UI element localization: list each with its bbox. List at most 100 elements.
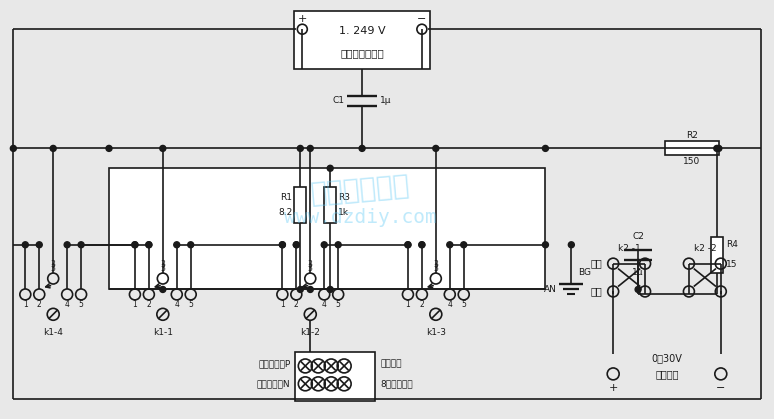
Circle shape <box>146 242 152 248</box>
Text: k2 -2: k2 -2 <box>694 244 716 253</box>
Text: 2: 2 <box>294 300 299 309</box>
Text: 外接数字万用表: 外接数字万用表 <box>341 48 384 58</box>
Text: 5: 5 <box>79 300 84 309</box>
Circle shape <box>405 242 411 248</box>
Text: 正电压输出P: 正电压输出P <box>258 360 290 368</box>
Circle shape <box>132 242 138 248</box>
Text: 150: 150 <box>683 157 700 166</box>
Text: 1: 1 <box>132 300 137 309</box>
Text: k1-2: k1-2 <box>300 328 320 337</box>
Text: 1: 1 <box>23 300 28 309</box>
Circle shape <box>327 287 333 292</box>
Circle shape <box>293 242 300 248</box>
Text: 15: 15 <box>726 260 738 269</box>
Text: +: + <box>298 14 307 24</box>
Text: 8.2: 8.2 <box>278 209 293 217</box>
Circle shape <box>279 242 286 248</box>
Circle shape <box>297 287 303 292</box>
Circle shape <box>335 242 341 248</box>
Text: k1-3: k1-3 <box>426 328 446 337</box>
Circle shape <box>327 165 333 171</box>
Text: 反接: 反接 <box>591 259 603 269</box>
Circle shape <box>405 242 411 248</box>
Text: R2: R2 <box>686 131 698 140</box>
Text: 5: 5 <box>188 300 194 309</box>
Circle shape <box>78 242 84 248</box>
Text: 稳压电源: 稳压电源 <box>656 369 679 379</box>
Text: 4: 4 <box>65 300 70 309</box>
Text: k2 -1: k2 -1 <box>618 244 641 253</box>
Circle shape <box>543 145 549 151</box>
Text: 2: 2 <box>420 300 424 309</box>
Text: R4: R4 <box>726 240 738 249</box>
Circle shape <box>568 242 574 248</box>
Text: R3: R3 <box>338 193 350 202</box>
Text: k1-4: k1-4 <box>43 328 63 337</box>
Circle shape <box>159 145 166 151</box>
Bar <box>324 187 336 223</box>
Circle shape <box>321 242 327 248</box>
Circle shape <box>635 287 641 292</box>
Circle shape <box>279 242 286 248</box>
Circle shape <box>188 242 194 248</box>
Circle shape <box>174 242 180 248</box>
Circle shape <box>106 145 112 151</box>
Text: 正接: 正接 <box>591 287 603 297</box>
Bar <box>294 187 307 223</box>
Text: 1: 1 <box>280 300 285 309</box>
Bar <box>665 142 719 155</box>
Circle shape <box>22 242 29 248</box>
Circle shape <box>419 242 425 248</box>
Text: BG: BG <box>578 268 591 277</box>
Text: k1-1: k1-1 <box>152 328 173 337</box>
Text: www.dzdiy.com: www.dzdiy.com <box>284 208 437 228</box>
Text: 2: 2 <box>146 300 151 309</box>
Circle shape <box>146 242 152 248</box>
Text: 1μ: 1μ <box>380 96 392 105</box>
Text: 3: 3 <box>433 264 438 273</box>
Text: +: + <box>608 383 618 393</box>
Text: 5: 5 <box>336 300 341 309</box>
Text: 1k: 1k <box>338 209 349 217</box>
Circle shape <box>433 145 439 151</box>
Circle shape <box>447 242 453 248</box>
Text: 8脚测试管座: 8脚测试管座 <box>380 379 413 388</box>
Text: −: − <box>716 383 725 393</box>
Bar <box>109 168 546 290</box>
Text: 3: 3 <box>308 264 313 273</box>
Text: 3: 3 <box>160 264 165 273</box>
Circle shape <box>461 242 467 248</box>
Circle shape <box>64 242 70 248</box>
Circle shape <box>307 287 313 292</box>
Circle shape <box>297 145 303 151</box>
Bar <box>711 237 723 273</box>
Text: 3: 3 <box>160 260 165 269</box>
Circle shape <box>50 145 57 151</box>
Bar <box>296 352 375 401</box>
Circle shape <box>10 145 16 151</box>
Text: R1: R1 <box>280 193 293 202</box>
Text: 4: 4 <box>322 300 327 309</box>
Text: 4: 4 <box>174 300 180 309</box>
Text: 0～30V: 0～30V <box>652 353 683 363</box>
Text: 负电压输出N: 负电压输出N <box>257 379 290 388</box>
Circle shape <box>307 145 313 151</box>
Circle shape <box>543 242 549 248</box>
Text: 集成电路: 集成电路 <box>380 360 402 368</box>
Bar <box>294 11 430 69</box>
Circle shape <box>419 242 425 248</box>
Circle shape <box>714 145 720 151</box>
Text: 3: 3 <box>308 260 313 269</box>
Text: −: − <box>417 14 426 24</box>
Text: C2: C2 <box>632 232 644 241</box>
Text: 5: 5 <box>461 300 466 309</box>
Text: 2: 2 <box>37 300 42 309</box>
Circle shape <box>293 242 300 248</box>
Text: 3: 3 <box>433 260 438 269</box>
Circle shape <box>359 145 365 151</box>
Circle shape <box>716 145 722 151</box>
Circle shape <box>132 242 138 248</box>
Text: AN: AN <box>543 285 557 294</box>
Text: 3: 3 <box>51 264 56 273</box>
Text: C1: C1 <box>332 96 344 105</box>
